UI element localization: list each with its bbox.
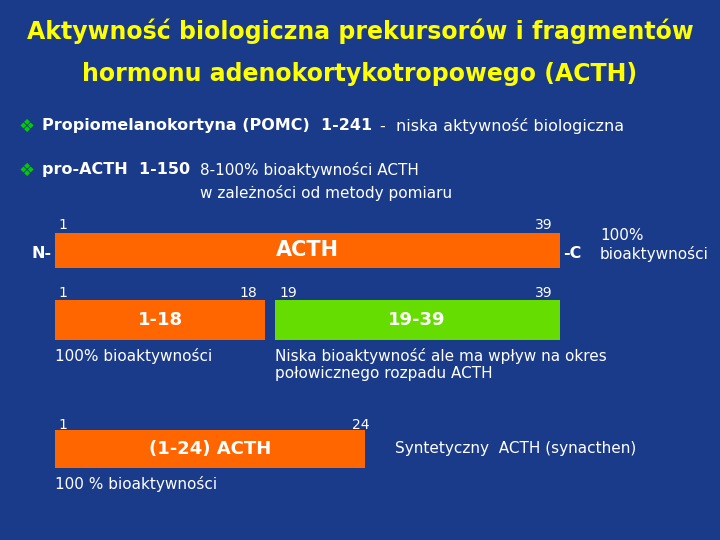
Text: w zależności od metody pomiaru: w zależności od metody pomiaru bbox=[200, 185, 452, 201]
Bar bbox=[55, 300, 265, 340]
Text: 39: 39 bbox=[535, 286, 553, 300]
Bar bbox=[55, 430, 365, 468]
Text: 19-39: 19-39 bbox=[388, 311, 446, 329]
Text: Niska bioaktywność ale ma wpływ na okres
połowicznego rozpadu ACTH: Niska bioaktywność ale ma wpływ na okres… bbox=[275, 348, 607, 381]
Text: 100 % bioaktywności: 100 % bioaktywności bbox=[55, 476, 217, 492]
Text: 100%
bioaktywności: 100% bioaktywności bbox=[600, 228, 709, 262]
Text: N-: N- bbox=[32, 246, 52, 260]
Text: 8-100% bioaktywności ACTH: 8-100% bioaktywności ACTH bbox=[200, 162, 419, 178]
Text: -  niska aktywność biologiczna: - niska aktywność biologiczna bbox=[380, 118, 624, 134]
Text: ❖: ❖ bbox=[18, 118, 34, 136]
Text: Aktywność biologiczna prekursorów i fragmentów: Aktywność biologiczna prekursorów i frag… bbox=[27, 18, 693, 44]
Text: 100% bioaktywności: 100% bioaktywności bbox=[55, 348, 212, 364]
Text: 1-18: 1-18 bbox=[138, 311, 183, 329]
Text: Propiomelanokortyna (POMC)  1-241: Propiomelanokortyna (POMC) 1-241 bbox=[42, 118, 372, 133]
Text: pro-ACTH  1-150: pro-ACTH 1-150 bbox=[42, 162, 190, 177]
Text: 1: 1 bbox=[58, 218, 67, 232]
Bar bbox=[275, 300, 560, 340]
Text: 39: 39 bbox=[535, 218, 553, 232]
Text: hormonu adenokortykotropowego (ACTH): hormonu adenokortykotropowego (ACTH) bbox=[82, 62, 638, 86]
Text: 1: 1 bbox=[58, 286, 67, 300]
Text: (1-24) ACTH: (1-24) ACTH bbox=[149, 440, 271, 458]
Text: ❖: ❖ bbox=[18, 162, 34, 180]
Bar bbox=[55, 233, 560, 268]
Text: ACTH: ACTH bbox=[276, 240, 339, 260]
Text: 1: 1 bbox=[58, 418, 67, 432]
Text: 18: 18 bbox=[239, 286, 257, 300]
Text: 24: 24 bbox=[352, 418, 369, 432]
Text: 19: 19 bbox=[279, 286, 297, 300]
Text: -C: -C bbox=[563, 246, 581, 260]
Text: Syntetyczny  ACTH (synacthen): Syntetyczny ACTH (synacthen) bbox=[395, 442, 636, 456]
